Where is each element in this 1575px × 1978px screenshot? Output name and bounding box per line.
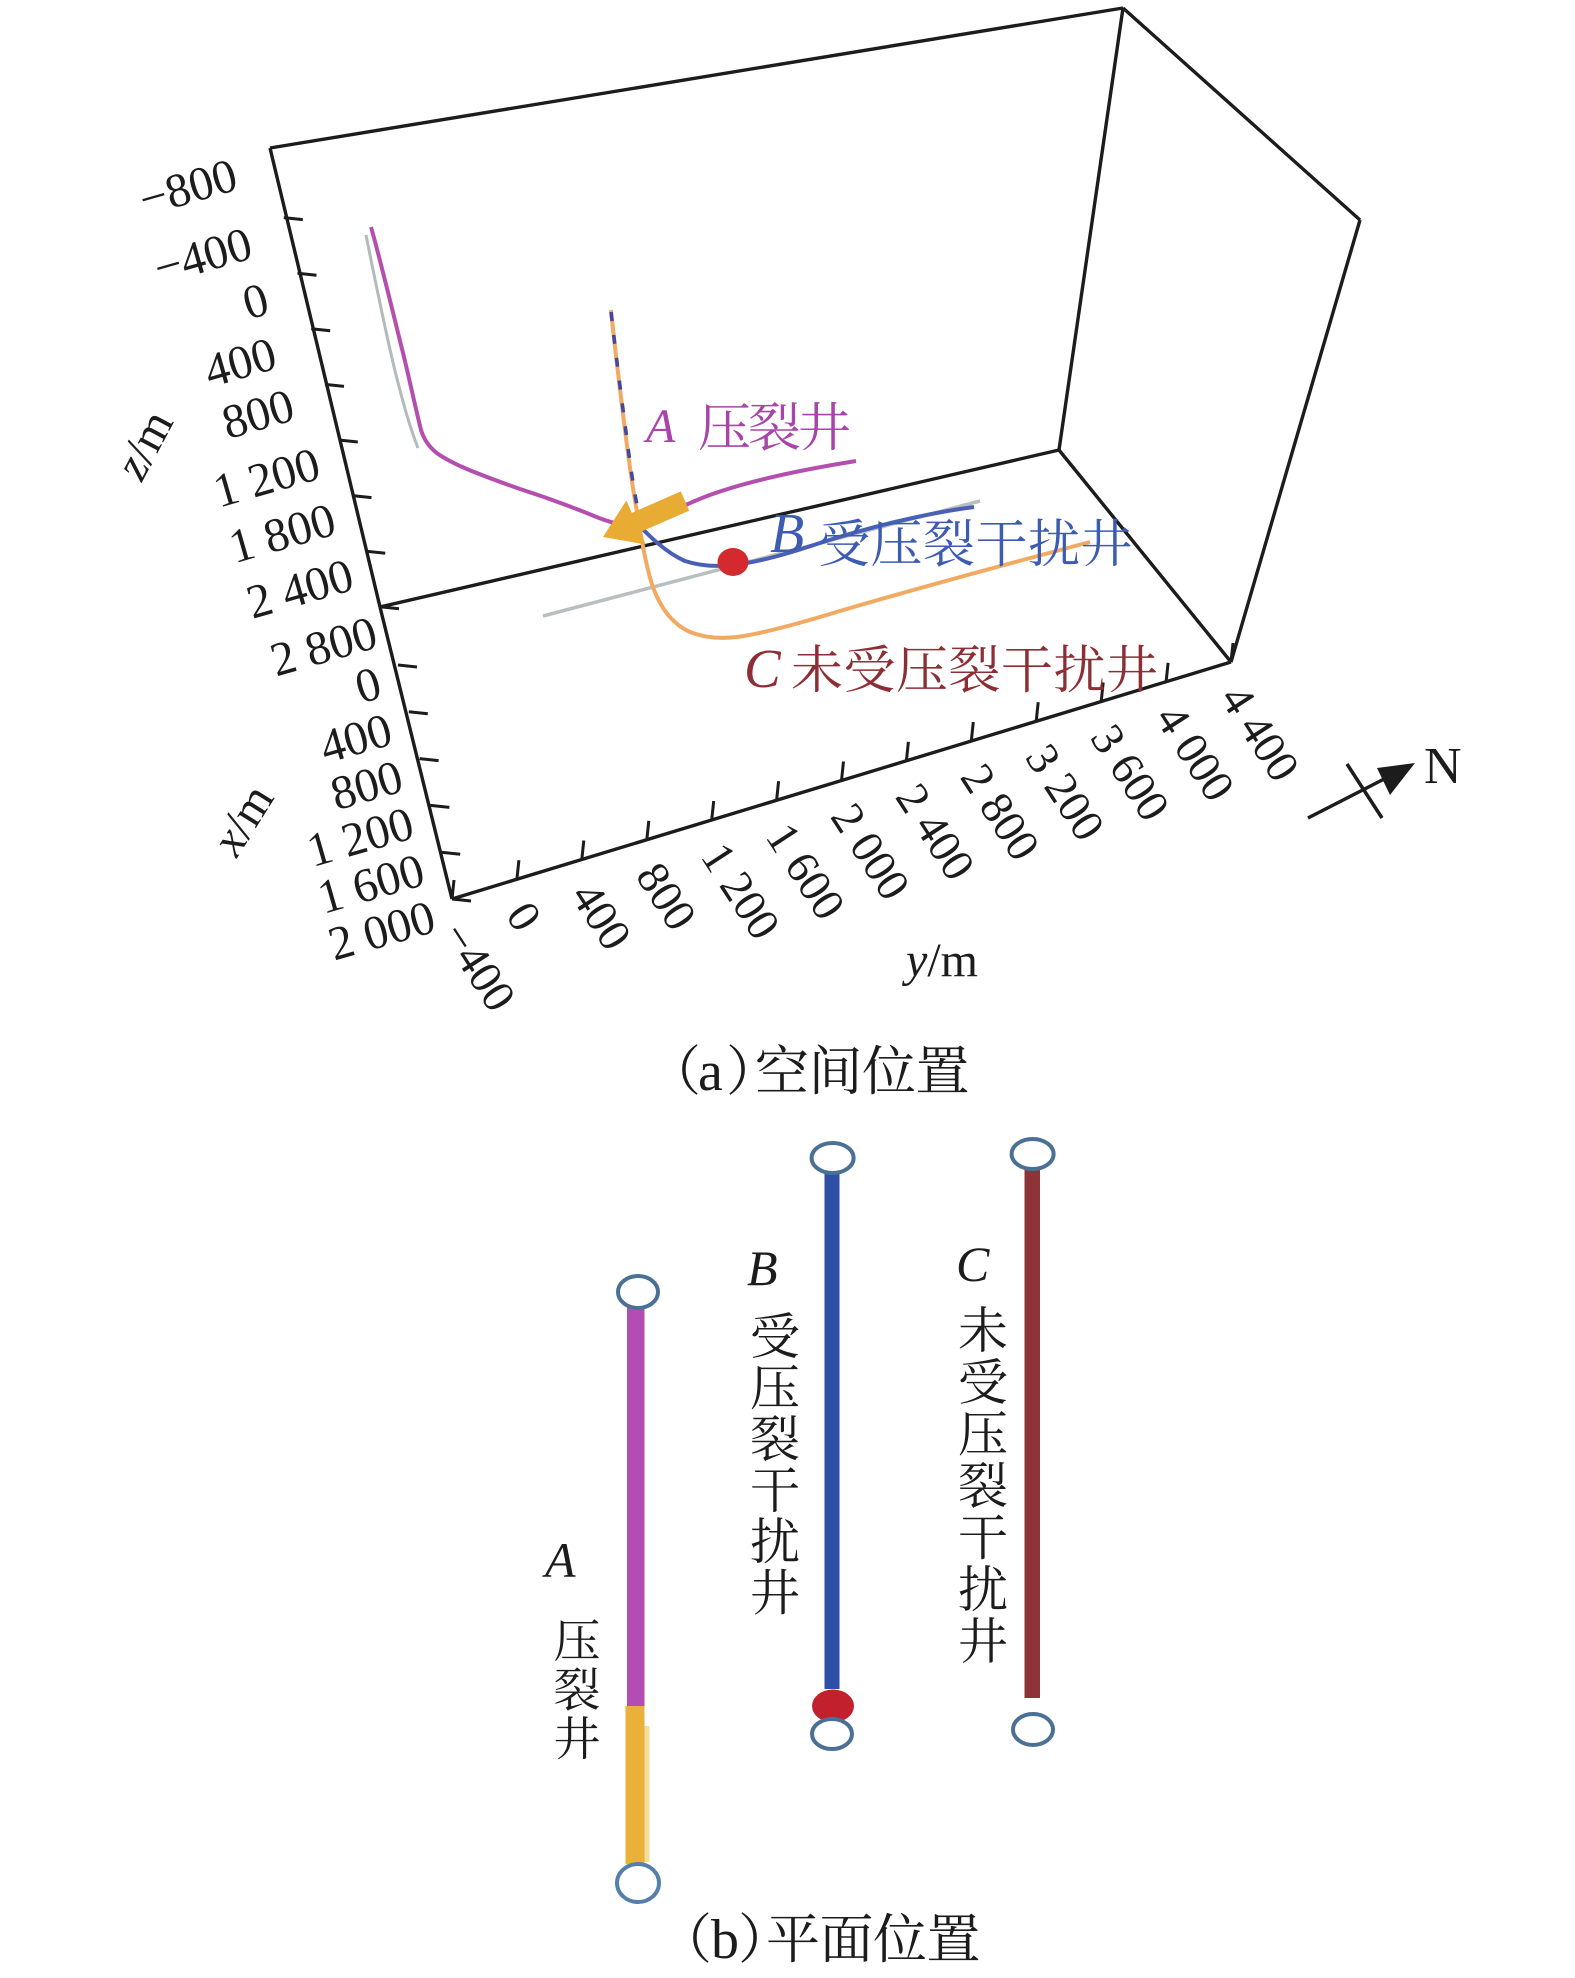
svg-text:b: b	[711, 1909, 739, 1971]
svg-text:A: A	[542, 1532, 576, 1588]
svg-text:B: B	[770, 503, 804, 565]
svg-text:A: A	[643, 400, 676, 453]
svg-text:C: C	[744, 638, 782, 699]
svg-text:C: C	[956, 1236, 990, 1292]
svg-text:N: N	[1424, 738, 1462, 795]
svg-text:y/m: y/m	[901, 934, 978, 987]
svg-text:a: a	[698, 1041, 723, 1103]
svg-text:B: B	[747, 1240, 778, 1296]
